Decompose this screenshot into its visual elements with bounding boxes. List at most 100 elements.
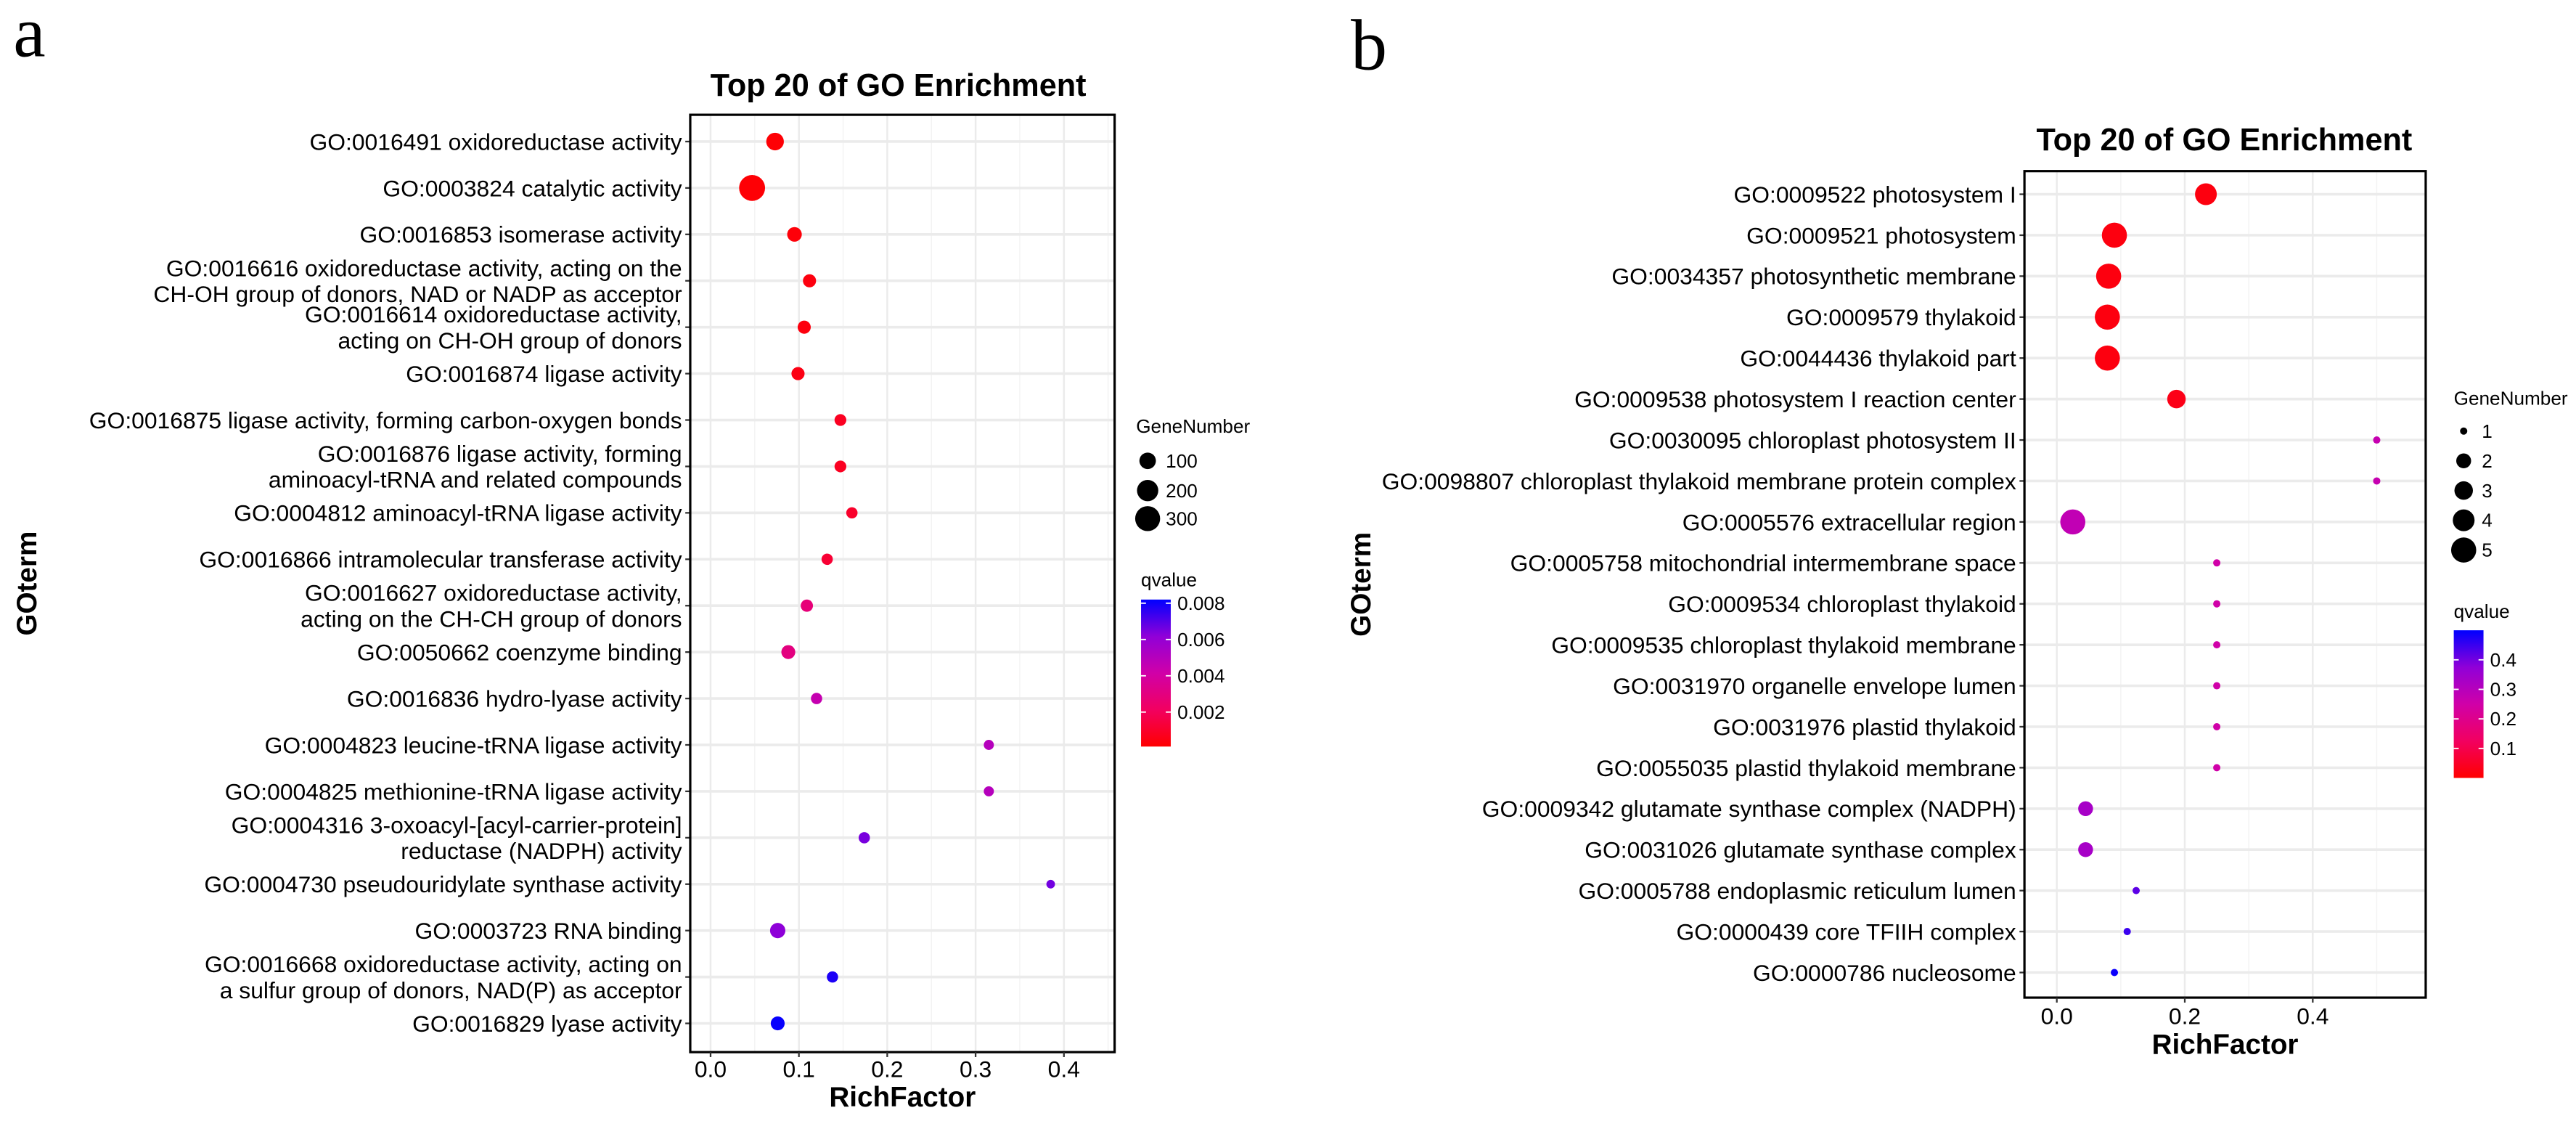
panel-b: b Top 20 of GO Enrichment GO:0009522 photo…	[1346, 5, 2568, 1061]
y-tick-label: GO:0009579 thylakoid	[1786, 304, 2016, 330]
data-point	[827, 971, 838, 983]
y-tick-label-line: GO:0031026 glutamate synthase complex	[1585, 837, 2016, 863]
size-legend-label: 5	[2482, 539, 2493, 561]
data-point	[2373, 477, 2381, 485]
y-tick-label: GO:0004730 pseudouridylate synthase acti…	[204, 871, 682, 897]
size-legend-label: 4	[2482, 510, 2493, 531]
y-tick-label-line: GO:0098807 chloroplast thylakoid membran…	[1382, 468, 2016, 494]
y-tick-label: GO:0000439 core TFIIH complex	[1677, 918, 2016, 945]
y-tick-label-line: GO:0004812 aminoacyl-tRNA ligase activit…	[234, 500, 682, 526]
data-point	[2213, 600, 2221, 608]
data-point	[834, 414, 846, 426]
y-tick-label-line: GO:0016853 isomerase activity	[360, 221, 682, 248]
y-tick-label-line: GO:0016616 oxidoreductase activity, acti…	[166, 255, 682, 281]
color-bar-label: 0.2	[2490, 708, 2516, 730]
panel-letter: b	[1351, 5, 1387, 86]
data-point	[2213, 641, 2221, 649]
data-point	[797, 320, 811, 334]
size-legend-label: 200	[1166, 480, 1198, 502]
size-legend: GeneNumber 100 200 300	[1134, 415, 1251, 531]
color-bar-label: 0.1	[2490, 738, 2516, 759]
data-point	[811, 693, 822, 704]
y-tick-label-line: GO:0009521 photosystem	[1746, 222, 2016, 248]
data-point	[2078, 801, 2093, 817]
x-tick-label: 0.0	[695, 1056, 727, 1082]
data-point	[2373, 436, 2381, 444]
size-legend-title: GeneNumber	[2454, 387, 2568, 409]
data-point	[2213, 559, 2221, 567]
y-tick-label: GO:0016866 intramolecular transferase ac…	[199, 547, 682, 573]
y-tick-label: GO:0034357 photosynthetic membrane	[1611, 264, 2016, 290]
y-tick-label: GO:0030095 chloroplast photosystem II	[1609, 427, 2016, 453]
y-tick-label-line: CH-OH group of donors, NAD or NADP as ac…	[153, 281, 682, 307]
size-legend-title: GeneNumber	[1136, 415, 1250, 437]
y-tick-label: GO:0050662 coenzyme binding	[357, 640, 682, 666]
x-tick-label: 0.2	[871, 1056, 903, 1082]
y-axis-title: GOterm	[12, 531, 43, 636]
y-tick-label-line: a sulfur group of donors, NAD(P) as acce…	[220, 977, 682, 1003]
y-tick-label-line: GO:0031976 plastid thylakoid	[1713, 714, 2016, 740]
data-point	[2123, 928, 2131, 936]
color-bar-label: 0.006	[1177, 629, 1224, 651]
y-tick-label: GO:0031976 plastid thylakoid	[1713, 714, 2016, 740]
y-tick-label: GO:0016627 oxidoreductase activity, actin…	[300, 580, 682, 632]
y-tick-label-line: GO:0031970 organelle envelope lumen	[1613, 673, 2016, 699]
data-point	[846, 507, 858, 519]
data-point	[2095, 304, 2120, 330]
y-tick-label-line: GO:0016491 oxidoreductase activity	[310, 129, 682, 155]
y-tick-label-line: GO:0016627 oxidoreductase activity,	[305, 580, 682, 606]
y-tick-label: GO:0016836 hydro-lyase activity	[347, 685, 682, 712]
y-tick-label: GO:0009538 photosystem I reaction center	[1574, 386, 2016, 412]
y-tick-label: GO:0009522 photosystem I	[1733, 182, 2016, 208]
y-tick-label: GO:0016668 oxidoreductase activity, acti…	[205, 951, 682, 1003]
y-tick-label-line: GO:0005788 endoplasmic reticulum lumen	[1578, 878, 2016, 904]
y-tick-label: GO:0016875 ligase activity, forming carb…	[89, 407, 682, 433]
size-legend-label: 1	[2482, 420, 2493, 442]
y-tick-label: GO:0004316 3-oxoacyl-[acyl-carrier-prote…	[232, 812, 682, 864]
size-legend-key	[2460, 427, 2468, 435]
size-legend-label: 2	[2482, 450, 2493, 472]
size-legend: GeneNumber 1 2 3 4 5	[2450, 387, 2568, 563]
plot-background	[2024, 171, 2426, 998]
y-tick-label: GO:0004812 aminoacyl-tRNA ligase activit…	[234, 500, 682, 526]
y-tick-label-line: acting on CH-OH group of donors	[338, 327, 682, 354]
y-tick-label-line: GO:0030095 chloroplast photosystem II	[1609, 427, 2016, 453]
y-tick-label-line: GO:0009538 photosystem I reaction center	[1574, 386, 2016, 412]
y-tick-label-line: GO:0009579 thylakoid	[1786, 304, 2016, 330]
y-tick-label-line: acting on the CH-CH group of donors	[300, 606, 682, 632]
size-legend-key	[2456, 453, 2471, 468]
y-tick-label-line: GO:0044436 thylakoid part	[1740, 346, 2016, 372]
data-point	[770, 1016, 785, 1031]
x-axis-title: RichFactor	[2152, 1029, 2299, 1060]
data-point	[834, 460, 846, 473]
y-tick-label: GO:0003723 RNA binding	[415, 918, 682, 944]
y-tick-label: GO:0044436 thylakoid part	[1740, 346, 2016, 372]
size-legend-key	[1137, 479, 1158, 502]
y-tick-label-line: GO:0003824 catalytic activity	[383, 175, 682, 201]
color-bar-label: 0.3	[2490, 679, 2516, 701]
data-point	[787, 227, 802, 242]
color-legend-title: qvalue	[1141, 569, 1197, 591]
y-axis-title: GOterm	[1346, 532, 1377, 637]
y-tick-label-line: GO:0005576 extracellular region	[1682, 509, 2016, 535]
y-tick-label: GO:0016616 oxidoreductase activity, acti…	[153, 255, 682, 307]
y-tick-label: GO:0098807 chloroplast thylakoid membran…	[1382, 468, 2016, 494]
x-tick-label: 0.0	[2041, 1003, 2073, 1029]
y-tick-label-line: GO:0000786 nucleosome	[1753, 960, 2016, 986]
size-legend-key	[2453, 509, 2475, 531]
data-point	[858, 832, 870, 844]
data-point	[984, 740, 994, 750]
y-tick-label: GO:0016614 oxidoreductase activity, actin…	[305, 301, 682, 354]
y-tick-label: GO:0005576 extracellular region	[1682, 509, 2016, 535]
data-point	[739, 175, 766, 201]
size-legend-key	[2454, 481, 2473, 500]
size-legend-label: 300	[1166, 507, 1198, 529]
data-point	[801, 599, 814, 612]
y-tick-label: GO:0031026 glutamate synthase complex	[1585, 837, 2016, 863]
y-tick-label-line: GO:0016874 ligase activity	[406, 361, 682, 387]
data-point	[803, 274, 817, 288]
y-tick-label: GO:0055035 plastid thylakoid membrane	[1596, 755, 2016, 781]
x-tick-label: 0.2	[2169, 1003, 2201, 1029]
data-point	[2213, 682, 2221, 690]
